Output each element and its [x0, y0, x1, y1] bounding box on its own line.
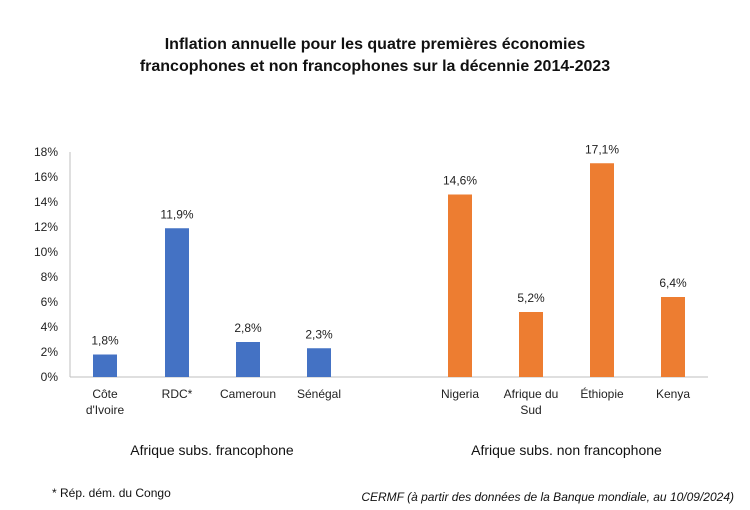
y-tick-label: 16%: [34, 170, 58, 184]
data-label: 5,2%: [517, 291, 545, 305]
bar: [307, 348, 331, 377]
y-tick-label: 2%: [41, 345, 59, 359]
x-tick-label: Côte d'Ivoire: [86, 387, 125, 417]
y-tick-label: 6%: [41, 295, 59, 309]
group-label: Afrique subs. non francophone: [471, 442, 662, 458]
x-tick-label-line: Nigeria: [441, 387, 479, 401]
y-tick-label: 10%: [34, 245, 58, 259]
x-tick-label-line: Côte: [92, 387, 118, 401]
x-tick-label-line: d'Ivoire: [86, 403, 125, 417]
x-tick-label-line: Sénégal: [297, 387, 341, 401]
x-tick-label-line: Afrique du: [504, 387, 559, 401]
x-tick-label-line: Éthiopie: [580, 386, 624, 401]
data-label: 6,4%: [659, 276, 687, 290]
chart-title-line-2: francophones et non francophones sur la …: [139, 58, 611, 75]
source-note: CERMF (à partir des données de la Banque…: [361, 490, 734, 504]
bar: [448, 194, 472, 377]
bar: [93, 354, 117, 377]
x-tick-label-line: Kenya: [656, 387, 690, 401]
y-tick-label: 8%: [41, 270, 59, 284]
data-label: 1,8%: [91, 334, 119, 348]
y-tick-label: 4%: [41, 320, 59, 334]
x-tick-label: Nigeria: [441, 387, 479, 401]
x-tick-label: Kenya: [656, 387, 690, 401]
data-label: 17,1%: [585, 142, 619, 156]
y-tick-label: 0%: [41, 370, 59, 384]
x-tick-label-line: Sud: [520, 403, 541, 417]
bar: [165, 228, 189, 377]
chart-title-line-1: Inflation annuelle pour les quatre premi…: [164, 36, 586, 53]
group-label: Afrique subs. francophone: [130, 442, 294, 458]
x-tick-label: RDC*: [162, 387, 193, 401]
bar: [661, 297, 685, 377]
bar: [519, 312, 543, 377]
y-tick-label: 12%: [34, 220, 58, 234]
data-label: 2,3%: [305, 327, 333, 341]
x-tick-label-line: RDC*: [162, 387, 193, 401]
data-label: 2,8%: [234, 321, 262, 335]
x-tick-label: Afrique du Sud: [504, 387, 559, 417]
bar-chart: 0% 2% 4% 6% 8% 10% 12% 14% 16% 18% 1,8% Côte d'Ivoir…: [34, 142, 708, 458]
x-tick-label: Sénégal: [297, 387, 341, 401]
chart-title: Inflation annuelle pour les quatre premi…: [0, 34, 750, 78]
y-tick-label: 14%: [34, 195, 58, 209]
data-label: 11,9%: [160, 207, 193, 221]
footnote: * Rép. dém. du Congo: [52, 486, 171, 500]
x-tick-label: Éthiopie: [580, 386, 624, 401]
x-tick-label: Cameroun: [220, 387, 276, 401]
data-label: 14,6%: [443, 174, 477, 188]
y-tick-label: 18%: [34, 145, 58, 159]
x-tick-label-line: Cameroun: [220, 387, 276, 401]
bar: [590, 163, 614, 377]
bar: [236, 342, 260, 377]
